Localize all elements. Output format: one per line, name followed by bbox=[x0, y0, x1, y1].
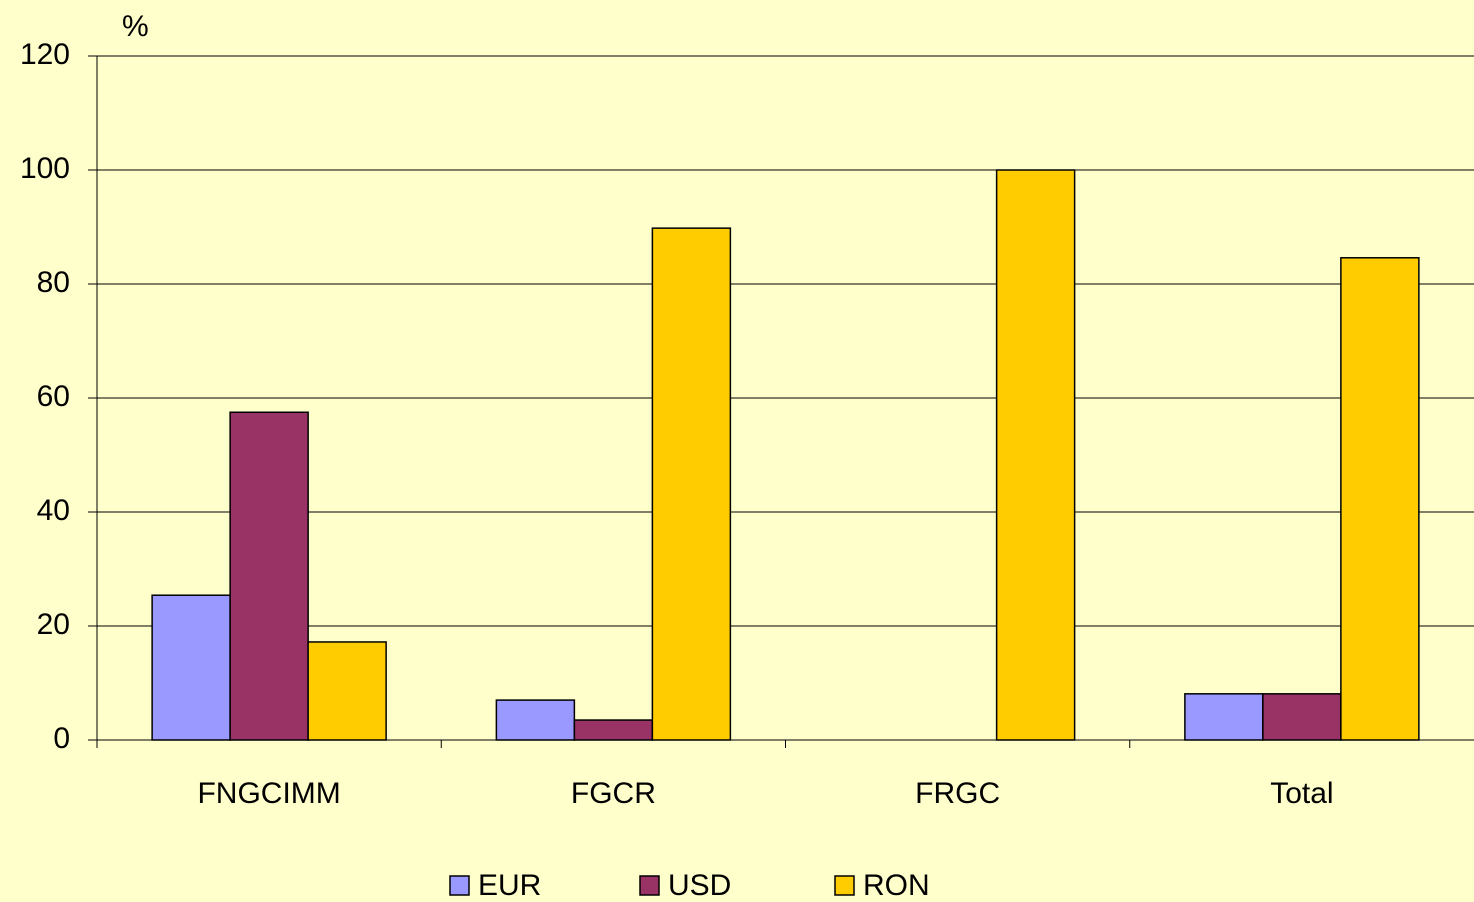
legend-swatch bbox=[449, 875, 470, 896]
bar bbox=[573, 719, 654, 741]
y-tick-label: 120 bbox=[20, 38, 70, 71]
legend-label: EUR bbox=[478, 869, 541, 902]
y-tick-label: 40 bbox=[37, 494, 70, 527]
bar bbox=[1262, 693, 1342, 741]
bar bbox=[151, 594, 231, 741]
legend-label: RON bbox=[863, 869, 930, 902]
x-tick-label: FNGCIMM bbox=[197, 777, 340, 810]
bar bbox=[307, 641, 387, 741]
y-axis-label: % bbox=[122, 10, 149, 43]
y-tick-label: 0 bbox=[53, 722, 70, 755]
x-tick-label: FGCR bbox=[571, 777, 656, 810]
bar bbox=[1340, 257, 1420, 741]
legend-label: USD bbox=[668, 869, 731, 902]
x-tick-label: FRGC bbox=[915, 777, 1000, 810]
y-tick-label: 80 bbox=[37, 266, 70, 299]
y-tick-label: 100 bbox=[20, 152, 70, 185]
bar bbox=[651, 227, 732, 741]
y-tick-label: 60 bbox=[37, 380, 70, 413]
bar bbox=[495, 699, 576, 741]
bar bbox=[995, 169, 1076, 741]
x-tick-label: Total bbox=[1270, 777, 1333, 810]
y-tick-label: 20 bbox=[37, 608, 70, 641]
legend-swatch bbox=[639, 875, 660, 896]
bar bbox=[229, 411, 309, 741]
bar bbox=[1184, 693, 1264, 741]
legend-swatch bbox=[834, 875, 855, 896]
